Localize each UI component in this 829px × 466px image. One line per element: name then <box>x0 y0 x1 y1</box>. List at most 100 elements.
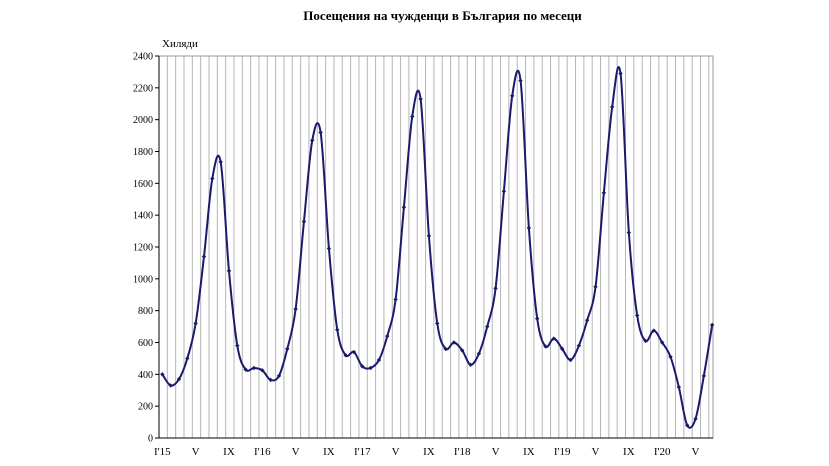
data-point <box>585 318 590 323</box>
data-point <box>368 365 373 371</box>
data-point <box>618 71 623 76</box>
data-point <box>293 306 298 312</box>
data-point <box>551 336 557 341</box>
data-point <box>260 368 265 373</box>
y-tick-label: 1600 <box>133 179 153 190</box>
x-tick-label: I'19 <box>554 446 571 458</box>
data-point <box>485 324 490 329</box>
y-tick-label: 600 <box>138 338 153 349</box>
data-point <box>526 225 532 231</box>
data-point <box>634 313 640 318</box>
x-tick-label: V <box>492 446 500 458</box>
data-point <box>493 286 498 291</box>
y-tick-label: 2200 <box>133 83 153 94</box>
data-point <box>268 377 273 383</box>
data-point <box>460 348 465 353</box>
data-point <box>160 372 165 377</box>
data-point <box>410 114 415 119</box>
data-point <box>251 365 257 371</box>
data-point <box>360 364 365 369</box>
data-point <box>601 190 607 196</box>
x-tick-label: I'17 <box>354 446 371 458</box>
data-point <box>518 78 523 83</box>
data-point <box>668 354 673 360</box>
x-tick-label: V <box>292 446 300 458</box>
x-tick-label: IX <box>323 446 335 458</box>
data-point <box>468 362 473 367</box>
data-point <box>393 297 398 302</box>
data-point <box>310 138 315 143</box>
data-point <box>235 343 240 348</box>
x-tick-label: V <box>692 446 700 458</box>
data-point <box>560 346 565 352</box>
data-point <box>193 321 198 326</box>
chart-title: Посещения на чужденци в България по месе… <box>303 8 582 23</box>
data-point <box>401 205 407 210</box>
x-tick-labels: I'15 V IX I'16 V IX I'17 V IX I'18 V IX I'19 V IX I'20 V <box>154 446 700 458</box>
series-line <box>161 65 714 429</box>
x-tick-label: V <box>392 446 400 458</box>
data-point <box>676 384 682 390</box>
data-point <box>243 367 248 372</box>
data-point <box>376 357 382 363</box>
data-point <box>701 373 707 379</box>
y-tick-label: 200 <box>138 402 153 413</box>
data-point <box>210 176 215 181</box>
data-point <box>609 104 615 110</box>
data-point <box>168 383 173 388</box>
data-point <box>318 130 323 135</box>
data-point <box>276 373 282 379</box>
data-point <box>568 357 573 363</box>
y-tick-label: 400 <box>138 370 153 381</box>
data-point <box>626 230 632 235</box>
data-point <box>218 159 223 165</box>
data-point <box>226 268 232 274</box>
x-tick-label: I'20 <box>654 446 671 458</box>
x-tick-label: IX <box>423 446 435 458</box>
data-point <box>301 219 307 224</box>
x-tick-label: I'18 <box>454 446 471 458</box>
data-point <box>476 351 482 356</box>
y-tick-label: 2000 <box>133 115 153 126</box>
data-point <box>201 254 207 259</box>
y-tick-label: 2400 <box>133 52 153 63</box>
data-point <box>351 349 357 355</box>
data-point <box>693 416 698 422</box>
data-point <box>659 340 665 345</box>
data-point <box>335 327 340 332</box>
y-axis-label: Хиляди <box>162 38 198 50</box>
data-point <box>185 356 190 361</box>
data-point <box>709 322 715 328</box>
data-point <box>435 321 440 326</box>
data-point <box>535 316 540 321</box>
data-point <box>343 353 348 358</box>
x-tick-label: V <box>192 446 200 458</box>
data-point <box>501 189 507 194</box>
x-tick-label: IX <box>623 446 635 458</box>
x-tick-label: I'16 <box>254 446 271 458</box>
x-tick-label: IX <box>523 446 535 458</box>
data-point <box>418 96 423 102</box>
data-point <box>176 376 182 382</box>
data-point <box>651 328 657 333</box>
x-tick-label: IX <box>223 446 235 458</box>
y-tick-labels: 0 200 400 600 800 1000 1200 1400 1600 1800 2000 220… <box>133 52 159 445</box>
data-point <box>426 233 432 239</box>
data-point <box>385 333 390 339</box>
y-tick-label: 1800 <box>133 147 153 158</box>
y-tick-label: 800 <box>138 306 153 317</box>
data-point <box>593 284 598 289</box>
grid-lines <box>158 55 714 439</box>
x-tick-label: I'15 <box>154 446 171 458</box>
data-point <box>643 338 648 344</box>
x-tick-label: V <box>592 446 600 458</box>
data-point <box>451 340 457 345</box>
data-point <box>443 346 448 352</box>
data-point <box>684 423 690 428</box>
data-point <box>510 93 515 98</box>
y-tick-label: 1000 <box>133 274 153 285</box>
data-point <box>285 346 290 352</box>
data-point <box>326 246 332 251</box>
y-tick-label: 1200 <box>133 243 153 254</box>
